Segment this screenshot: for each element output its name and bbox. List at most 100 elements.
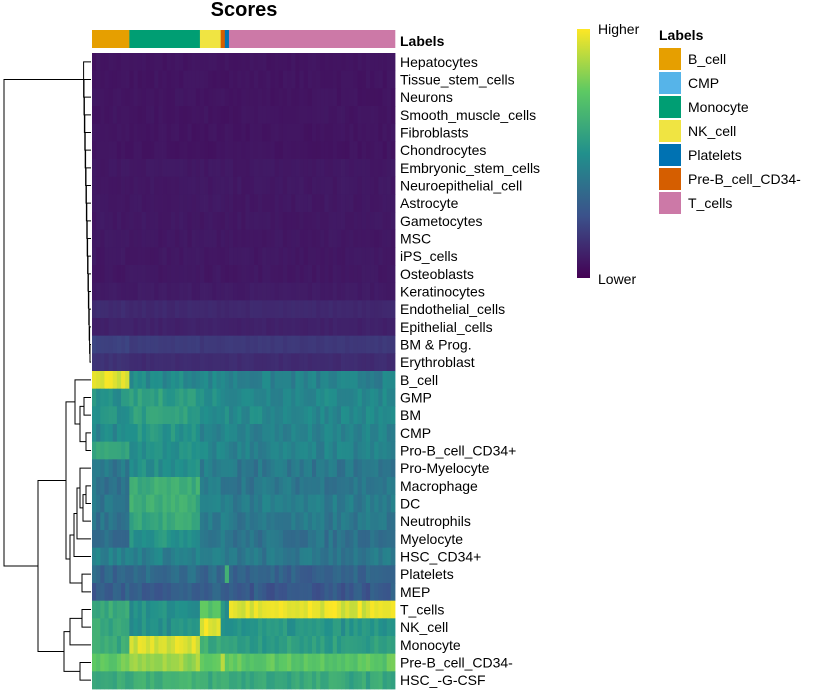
heatmap-cell <box>154 247 159 266</box>
heatmap-cell <box>216 176 222 195</box>
heatmap-cell <box>187 653 193 672</box>
heatmap-cell <box>390 583 396 602</box>
heatmap-cell <box>345 441 350 460</box>
heatmap-cell <box>96 477 101 496</box>
heatmap-cell <box>253 547 259 566</box>
heatmap-cell <box>345 353 350 372</box>
heatmap-cell <box>361 653 367 672</box>
heatmap-cell <box>137 459 143 478</box>
heatmap-cell <box>195 247 201 266</box>
heatmap-cell <box>228 141 234 160</box>
heatmap-cell <box>92 371 97 390</box>
heatmap-cell <box>365 212 371 231</box>
heatmap-cell <box>336 671 342 690</box>
heatmap-cell <box>216 547 222 566</box>
heatmap-cell <box>125 106 130 125</box>
heatmap-cell <box>332 229 338 248</box>
heatmap-cell <box>104 106 110 125</box>
heatmap-cell <box>241 176 246 195</box>
heatmap-cell <box>270 265 276 284</box>
heatmap-cell <box>274 424 280 443</box>
heatmap-cell <box>104 600 110 619</box>
heatmap-cell <box>370 353 375 372</box>
heatmap-cell <box>199 565 205 584</box>
heatmap-cell <box>299 494 305 513</box>
heatmap-cell <box>158 247 163 266</box>
heatmap-cell <box>166 212 172 231</box>
heatmap-cell <box>187 618 193 637</box>
heatmap-cell <box>220 406 226 425</box>
legend-swatch <box>659 144 681 166</box>
heatmap-cell <box>258 441 263 460</box>
heatmap-cell <box>341 229 346 248</box>
heatmap-cell <box>303 229 309 248</box>
heatmap-cell <box>258 512 263 531</box>
heatmap-cell <box>390 212 396 231</box>
heatmap-cell <box>175 583 180 602</box>
heatmap-cell <box>208 583 213 602</box>
row-label: Erythroblast <box>400 354 475 370</box>
heatmap-cell <box>216 371 222 390</box>
heatmap-cell <box>208 70 213 89</box>
heatmap-cell <box>295 406 300 425</box>
heatmap-cell <box>349 671 354 690</box>
heatmap-cell <box>220 371 226 390</box>
heatmap-cell <box>282 636 288 655</box>
heatmap-cell <box>386 530 392 549</box>
heatmap-cell <box>307 547 313 566</box>
heatmap-cell <box>96 565 101 584</box>
heatmap-cell <box>349 229 354 248</box>
heatmap-cell <box>199 247 205 266</box>
heatmap-cell <box>191 318 197 337</box>
heatmap-cell <box>332 388 338 407</box>
heatmap-cell <box>370 141 375 160</box>
heatmap-cell <box>237 88 242 107</box>
heatmap-cell <box>191 70 197 89</box>
heatmap-cell <box>291 547 296 566</box>
heatmap-cell <box>179 282 184 301</box>
heatmap-cell <box>228 212 234 231</box>
heatmap-row <box>92 388 396 407</box>
heatmap-cell <box>382 194 388 213</box>
heatmap-cell <box>129 583 134 602</box>
heatmap-cell <box>282 530 288 549</box>
heatmap-cell <box>390 512 396 531</box>
heatmap-cell <box>216 70 222 89</box>
heatmap-cell <box>282 441 288 460</box>
heatmap-cell <box>374 671 379 690</box>
heatmap-cell <box>249 229 255 248</box>
heatmap-cell <box>116 229 122 248</box>
heatmap-cell <box>129 282 134 301</box>
heatmap-cell <box>258 459 263 478</box>
heatmap-cell <box>299 123 305 142</box>
heatmap-cell <box>365 70 371 89</box>
heatmap-cell <box>365 318 371 337</box>
heatmap-cell <box>112 636 118 655</box>
heatmap-cell <box>357 512 363 531</box>
heatmap-cell <box>187 106 193 125</box>
heatmap-cell <box>258 141 263 160</box>
heatmap-cell <box>357 547 363 566</box>
heatmap-cell <box>282 671 288 690</box>
heatmap-cell <box>154 388 159 407</box>
heatmap-cell <box>183 371 188 390</box>
heatmap-cell <box>100 353 105 372</box>
heatmap-cell <box>212 141 217 160</box>
heatmap-cell <box>199 636 205 655</box>
heatmap-cell <box>274 583 280 602</box>
heatmap-cell <box>245 265 251 284</box>
heatmap-cell <box>345 406 350 425</box>
heatmap-cell <box>370 318 375 337</box>
heatmap-cell <box>266 159 271 178</box>
heatmap-cell <box>125 530 130 549</box>
heatmap-cell <box>96 618 101 637</box>
heatmap-cell <box>311 265 317 284</box>
heatmap-cell <box>336 459 342 478</box>
heatmap-cell <box>311 600 317 619</box>
heatmap-cell <box>274 530 280 549</box>
heatmap-cell <box>116 247 122 266</box>
heatmap-cell <box>141 618 147 637</box>
heatmap-cell <box>233 459 238 478</box>
heatmap-cell <box>282 424 288 443</box>
heatmap-cell <box>195 141 201 160</box>
